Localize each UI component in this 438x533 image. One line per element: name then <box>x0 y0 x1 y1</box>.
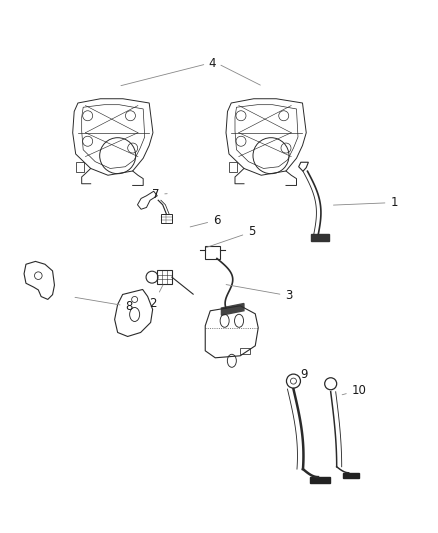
Text: 8: 8 <box>75 297 133 313</box>
Polygon shape <box>343 473 359 478</box>
Text: 6: 6 <box>190 214 221 227</box>
Bar <box>205 246 219 259</box>
Bar <box>76 161 84 172</box>
Polygon shape <box>222 303 244 315</box>
Bar <box>230 161 237 172</box>
Text: 2: 2 <box>149 285 163 310</box>
Bar <box>240 348 250 354</box>
Text: 3: 3 <box>226 285 293 302</box>
Text: 4: 4 <box>208 58 216 70</box>
Text: 1: 1 <box>333 196 398 209</box>
Bar <box>161 214 172 223</box>
Polygon shape <box>311 234 329 241</box>
Text: 10: 10 <box>342 384 367 397</box>
Polygon shape <box>310 477 330 483</box>
Text: 9: 9 <box>294 368 308 384</box>
Text: 5: 5 <box>206 225 255 247</box>
Text: 7: 7 <box>152 188 167 201</box>
Bar <box>157 270 172 284</box>
